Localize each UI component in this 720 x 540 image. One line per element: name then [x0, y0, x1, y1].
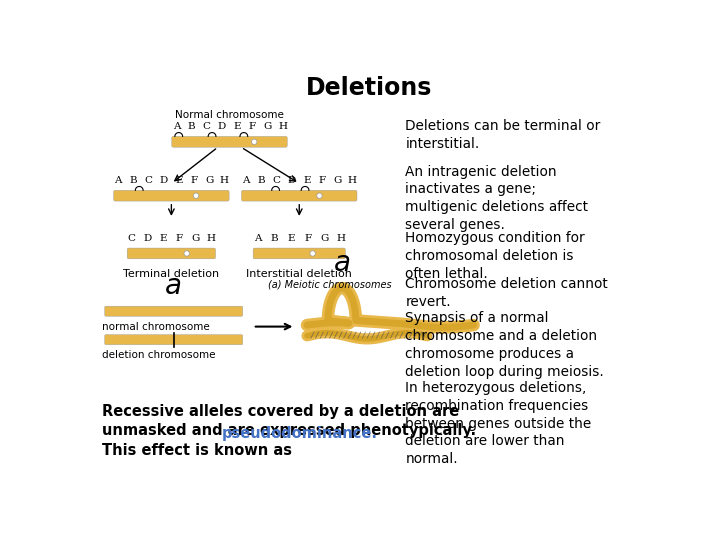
Text: C: C	[272, 176, 281, 185]
Circle shape	[251, 139, 257, 145]
FancyBboxPatch shape	[114, 190, 229, 201]
Text: F: F	[191, 176, 198, 185]
Text: H: H	[278, 122, 287, 131]
Text: Interstitial deletion: Interstitial deletion	[246, 269, 352, 279]
Text: pseudodominance.: pseudodominance.	[222, 426, 378, 441]
FancyBboxPatch shape	[104, 306, 243, 316]
Text: B: B	[258, 176, 265, 185]
Text: A: A	[254, 234, 261, 242]
Text: H: H	[207, 234, 215, 242]
Text: D: D	[217, 122, 226, 131]
Text: deletion chromosome: deletion chromosome	[102, 350, 215, 361]
Text: Chromosome deletion cannot
revert.: Chromosome deletion cannot revert.	[405, 277, 608, 309]
Text: Deletions: Deletions	[306, 76, 432, 100]
Text: An intragenic deletion
inactivates a gene;
multigenic deletions affect
several g: An intragenic deletion inactivates a gen…	[405, 165, 588, 232]
Text: G: G	[264, 122, 271, 131]
Text: (a) Meiotic chromosomes: (a) Meiotic chromosomes	[269, 279, 392, 289]
Text: Synapsis of a normal
chromosome and a deletion
chromosome produces a
deletion lo: Synapsis of a normal chromosome and a de…	[405, 311, 604, 379]
Text: Normal chromosome: Normal chromosome	[175, 110, 284, 120]
Text: H: H	[220, 176, 229, 185]
Text: A: A	[243, 176, 250, 185]
FancyBboxPatch shape	[172, 137, 287, 147]
Text: D: D	[143, 234, 152, 242]
Text: G: G	[205, 176, 214, 185]
Text: Homozygous condition for
chromosomal deletion is
often lethal.: Homozygous condition for chromosomal del…	[405, 231, 585, 281]
Text: A: A	[114, 176, 122, 185]
Text: H: H	[348, 176, 357, 185]
FancyBboxPatch shape	[241, 190, 357, 201]
Text: A: A	[173, 122, 180, 131]
Circle shape	[310, 251, 315, 256]
Text: Deletions can be terminal or
interstitial.: Deletions can be terminal or interstitia…	[405, 119, 600, 151]
Text: B: B	[188, 122, 195, 131]
Text: C: C	[128, 234, 136, 242]
Circle shape	[184, 251, 189, 256]
Text: Recessive alleles covered by a deletion are
unmasked and are expressed phenotypi: Recessive alleles covered by a deletion …	[102, 403, 476, 458]
Text: E: E	[287, 234, 294, 242]
Text: E: E	[175, 176, 183, 185]
FancyBboxPatch shape	[127, 248, 215, 259]
Text: G: G	[191, 234, 199, 242]
Text: a: a	[333, 249, 351, 278]
Text: E: E	[303, 176, 310, 185]
Text: normal chromosome: normal chromosome	[102, 322, 210, 332]
Text: B: B	[130, 176, 138, 185]
Text: In heterozygous deletions,
recombination frequencies
between genes outside the
d: In heterozygous deletions, recombination…	[405, 381, 592, 466]
Text: Terminal deletion: Terminal deletion	[123, 269, 220, 279]
FancyBboxPatch shape	[104, 335, 243, 345]
Text: C: C	[203, 122, 211, 131]
Circle shape	[317, 193, 322, 198]
Text: E: E	[233, 122, 240, 131]
Text: F: F	[176, 234, 183, 242]
Text: D: D	[287, 176, 296, 185]
Text: B: B	[271, 234, 278, 242]
Text: F: F	[318, 176, 325, 185]
Text: G: G	[320, 234, 328, 242]
Text: D: D	[160, 176, 168, 185]
Text: a: a	[165, 272, 182, 300]
Text: C: C	[145, 176, 153, 185]
Circle shape	[194, 193, 199, 198]
Text: F: F	[304, 234, 311, 242]
Text: G: G	[333, 176, 341, 185]
Text: H: H	[336, 234, 345, 242]
Text: F: F	[248, 122, 256, 131]
Text: E: E	[160, 234, 167, 242]
FancyBboxPatch shape	[253, 248, 346, 259]
